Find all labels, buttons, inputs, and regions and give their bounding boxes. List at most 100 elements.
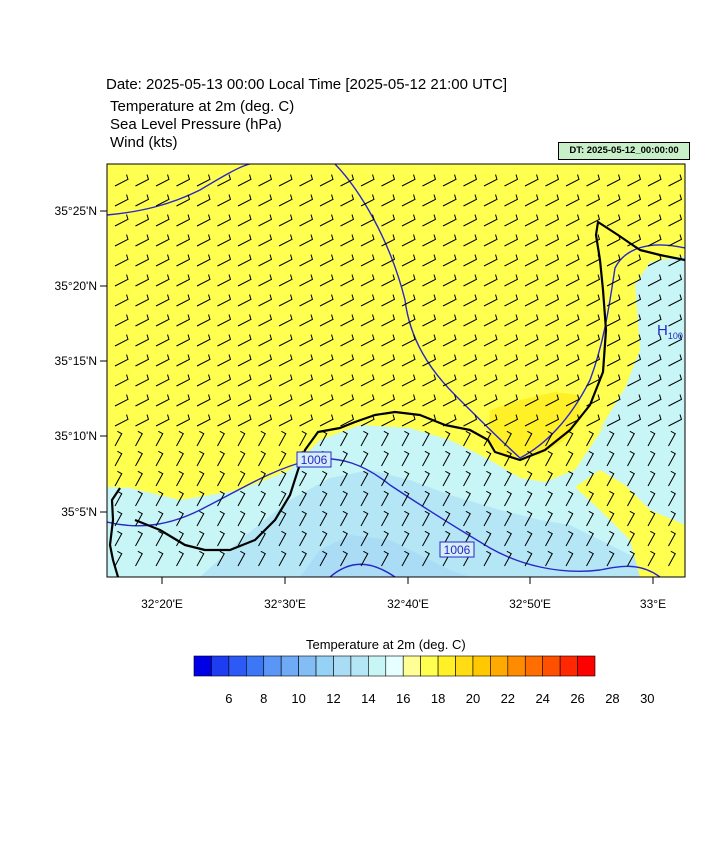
wind-barb: [668, 490, 676, 507]
longitude-label: 32°40'E: [387, 597, 429, 611]
wind-barb: [176, 394, 191, 407]
wind-barb: [442, 510, 451, 527]
wind-barb: [647, 354, 662, 367]
wind-barb: [565, 394, 580, 407]
wind-barb: [545, 374, 560, 387]
wind-barb: [176, 174, 191, 187]
wind-barb: [545, 470, 553, 487]
wind-barb: [524, 234, 539, 247]
wind-barb: [135, 530, 143, 547]
wind-barb: [155, 450, 164, 467]
wind-barb: [668, 374, 683, 387]
wind-barb: [381, 234, 396, 247]
wind-barb: [586, 194, 601, 207]
wind-barb: [668, 394, 683, 407]
wind-barb: [114, 450, 123, 467]
wind-barb: [196, 214, 211, 227]
wind-barb: [155, 254, 170, 267]
wind-barb: [545, 334, 560, 347]
colorbar-tick-label: 28: [605, 691, 619, 706]
wind-barb: [319, 354, 334, 367]
wind-barb: [463, 334, 478, 347]
wind-barb: [155, 314, 170, 327]
wind-barb: [381, 530, 389, 547]
wind-barb: [278, 530, 287, 547]
wind-barb: [401, 334, 416, 347]
wind-barb: [586, 530, 594, 547]
colorbar-tick-label: 14: [361, 691, 375, 706]
wind-barb: [668, 174, 683, 187]
wind-barb: [319, 294, 334, 307]
isobar-line: [107, 164, 251, 216]
wind-barb: [483, 174, 498, 187]
wind-barb: [463, 374, 478, 387]
wind-barb: [319, 234, 334, 247]
wind-barb: [155, 414, 170, 427]
wind-barb: [627, 374, 642, 387]
wind-barb: [135, 334, 150, 347]
wind-barb: [422, 314, 437, 327]
wind-barb: [524, 510, 533, 527]
wind-barb: [422, 394, 437, 407]
wind-barb: [504, 550, 512, 567]
wind-barb: [155, 174, 170, 187]
wind-barb: [155, 294, 170, 307]
wind-barb: [278, 510, 287, 527]
wind-barb: [565, 294, 580, 307]
wind-barb: [647, 194, 662, 207]
wind-barb: [422, 490, 430, 507]
colorbar-swatch: [385, 655, 404, 677]
wind-barb: [176, 430, 184, 447]
wind-barb: [442, 334, 457, 347]
colorbar-swatch: [333, 655, 352, 677]
wind-barb: [586, 430, 594, 447]
wind-barb: [155, 274, 170, 287]
wind-barb: [258, 430, 266, 447]
wind-barb: [360, 254, 375, 267]
wind-barb: [401, 194, 416, 207]
wind-barb: [360, 450, 369, 467]
wind-barb: [483, 294, 498, 307]
wind-barb: [299, 354, 314, 367]
wind-barb: [647, 254, 662, 267]
wind-barb: [319, 470, 328, 487]
wind-barb: [606, 274, 621, 287]
colorbar-swatch: [542, 655, 561, 677]
wind-barb: [524, 194, 539, 207]
wind-barb: [360, 510, 369, 527]
wind-barb: [565, 510, 574, 527]
wind-barb: [299, 530, 307, 547]
wind-barb: [135, 470, 143, 487]
wind-barb: [135, 510, 143, 527]
wind-barb: [155, 374, 170, 387]
wind-barb: [278, 394, 293, 407]
wind-barb: [217, 374, 232, 387]
wind-barb: [360, 374, 375, 387]
wind-barb: [463, 510, 471, 527]
wind-barb: [360, 234, 375, 247]
wind-barb: [483, 234, 498, 247]
wind-barb: [463, 470, 471, 487]
wind-barb: [483, 214, 498, 227]
wind-barb: [299, 294, 314, 307]
wind-barb: [442, 254, 457, 267]
wind-barb: [586, 374, 601, 387]
wind-barb: [155, 550, 164, 567]
wind-barb: [422, 354, 437, 367]
wind-barb: [422, 430, 430, 447]
wind-barb: [135, 430, 143, 447]
wind-barb: [299, 430, 307, 447]
wind-barb: [627, 234, 642, 247]
wind-barb: [319, 374, 334, 387]
wind-barb: [668, 414, 683, 427]
isobar-line: [107, 458, 661, 577]
wind-barb: [319, 314, 334, 327]
wind-barb: [196, 470, 205, 487]
wind-barb: [586, 214, 601, 227]
wind-barb: [422, 254, 437, 267]
wind-barb: [360, 194, 375, 207]
wind-barb: [319, 430, 328, 447]
colorbar-tick-label: 26: [570, 691, 584, 706]
wind-barb: [217, 450, 225, 467]
wind-barb: [483, 414, 498, 427]
